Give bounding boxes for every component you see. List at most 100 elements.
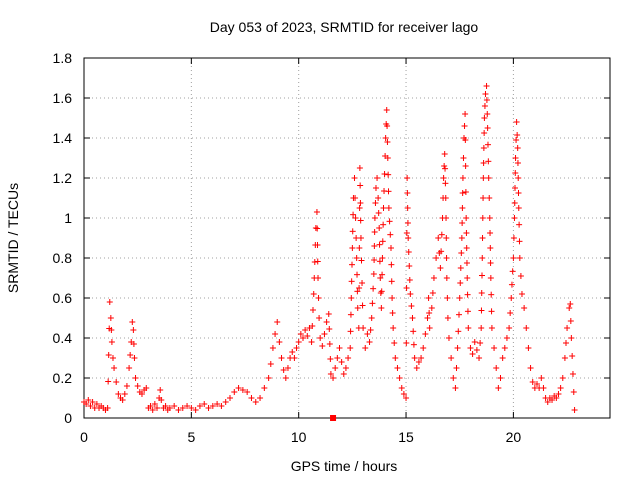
data-point <box>538 375 545 381</box>
data-point <box>278 355 285 361</box>
data-point <box>407 291 414 297</box>
data-point <box>157 387 164 393</box>
data-point-interp <box>376 241 383 248</box>
data-point-interp <box>385 188 392 195</box>
data-point-interp <box>429 290 436 296</box>
data-point <box>396 375 403 381</box>
data-point <box>280 367 287 373</box>
data-point <box>437 265 444 271</box>
data-point <box>364 331 371 337</box>
data-point-interp <box>438 231 445 238</box>
data-point <box>506 325 513 331</box>
data-point <box>371 215 378 221</box>
data-point-interp <box>455 311 462 318</box>
data-point-interp <box>386 218 393 225</box>
data-point <box>252 399 259 405</box>
data-point <box>511 215 518 221</box>
data-point-interp <box>388 261 395 268</box>
data-point <box>442 195 449 201</box>
data-point <box>454 345 461 351</box>
data-point <box>561 355 568 361</box>
data-point <box>272 331 279 337</box>
data-point <box>508 295 515 301</box>
data-point <box>284 365 291 371</box>
data-point <box>119 397 126 403</box>
data-point <box>559 375 566 381</box>
data-point-interp <box>388 278 395 285</box>
data-point <box>564 325 571 331</box>
data-point <box>313 209 320 215</box>
data-point <box>444 315 451 321</box>
data-point-interp <box>367 327 374 333</box>
data-point-interp <box>481 103 488 109</box>
data-point-interp <box>310 307 317 313</box>
data-point <box>265 375 272 381</box>
data-point <box>383 107 390 113</box>
data-point <box>276 339 283 345</box>
data-point <box>513 119 520 125</box>
y-axis-label: SRMTID / TECUs <box>5 183 21 293</box>
data-point <box>521 305 528 311</box>
data-point-interp <box>387 231 394 238</box>
data-point-interp <box>347 311 354 318</box>
data-point <box>571 407 578 413</box>
data-point <box>376 225 383 231</box>
data-point <box>115 391 122 397</box>
data-point <box>390 325 397 331</box>
data-point <box>523 325 530 331</box>
data-point-interp <box>371 257 378 263</box>
data-point <box>257 395 264 401</box>
data-point <box>158 397 165 403</box>
data-point <box>430 275 437 281</box>
data-point-interp <box>483 97 490 103</box>
data-point-interp <box>403 285 410 291</box>
data-point-interp <box>375 210 382 216</box>
data-point <box>527 365 534 371</box>
data-point-interp <box>480 160 487 166</box>
data-point <box>289 349 296 355</box>
data-point <box>214 401 221 407</box>
data-point-interp <box>481 130 488 136</box>
data-point-interp <box>408 303 415 309</box>
data-point-interp <box>326 341 333 347</box>
data-point <box>267 361 274 367</box>
data-point-interp <box>514 160 521 166</box>
data-point-interp <box>354 271 361 278</box>
data-point <box>452 385 459 391</box>
data-point <box>83 401 90 407</box>
data-point-interp <box>443 235 450 241</box>
x-axis-label: GPS time / hours <box>291 458 398 474</box>
data-point-interp <box>314 258 321 265</box>
data-point <box>459 175 466 181</box>
data-point <box>484 125 491 131</box>
data-point-interp <box>369 300 376 307</box>
data-point-interp <box>453 365 460 371</box>
data-point <box>87 403 94 409</box>
data-point <box>327 371 334 377</box>
data-point <box>205 405 212 411</box>
data-point-interp <box>438 248 445 255</box>
data-point <box>549 397 556 403</box>
data-point <box>175 407 182 413</box>
data-point-interp <box>405 249 412 255</box>
y-tick-label: 1.4 <box>53 130 73 146</box>
data-point-interp <box>484 141 491 148</box>
data-point <box>293 345 300 351</box>
data-point-interp <box>516 221 523 228</box>
data-point <box>544 399 551 405</box>
y-tick-label: 0.4 <box>53 330 73 346</box>
data-point <box>132 375 139 381</box>
data-point <box>93 401 100 407</box>
data-point-interp <box>478 272 485 279</box>
data-point-interp <box>516 238 523 245</box>
data-point-interp <box>357 182 364 189</box>
y-tick-label: 0.2 <box>53 370 73 386</box>
data-point <box>462 111 469 117</box>
data-point-interp <box>391 340 398 346</box>
data-point <box>382 135 389 141</box>
data-point-interp <box>462 189 469 195</box>
data-point-interp <box>404 220 411 226</box>
data-point <box>388 245 395 251</box>
data-point <box>357 235 364 241</box>
data-point-interp <box>376 258 383 265</box>
